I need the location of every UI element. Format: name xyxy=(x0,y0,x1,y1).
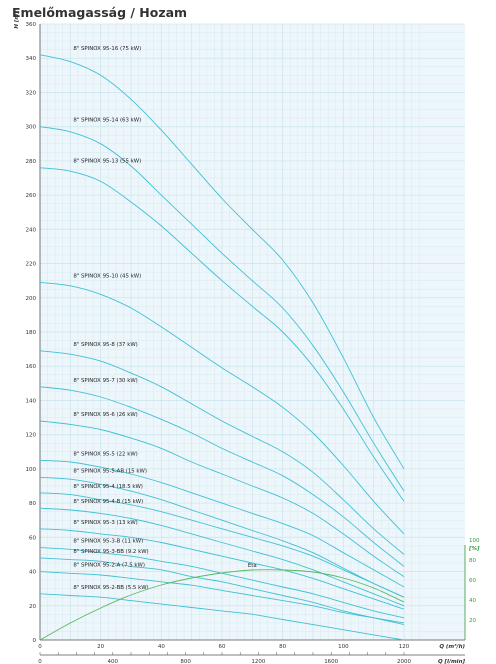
x-tick-label-top: 20 xyxy=(97,644,104,650)
series-line xyxy=(39,557,405,626)
efficiency-line xyxy=(39,569,405,641)
series-line xyxy=(39,350,405,555)
series-label: 8" SPINOX 95-4 (18.5 kW) xyxy=(73,484,143,490)
series-line xyxy=(39,54,405,470)
x-axis-label-top: Q (m³/h) xyxy=(439,643,465,650)
y-tick-label: 80 xyxy=(29,501,36,507)
series-label: 8" SPINOX 95-2-BB (5.5 kW) xyxy=(73,585,148,591)
x-tick-label-bottom: 1600 xyxy=(324,659,338,664)
x-tick-label-bottom: 1200 xyxy=(251,659,265,664)
series-line xyxy=(39,281,405,535)
y-tick-label: 280 xyxy=(26,159,37,165)
y-tick-label: 220 xyxy=(26,262,37,268)
y2-tick-label: 20 xyxy=(469,618,476,624)
x-tick-label-bottom: 400 xyxy=(108,659,119,664)
series-label: 8" SPINOX 95-14 (63 kW) xyxy=(73,118,141,124)
y2-axis-label: [%] xyxy=(468,546,480,552)
series-label: 8" SPINOX 95-16 (75 kW) xyxy=(73,46,141,52)
series-line xyxy=(39,476,405,598)
series-label: 8" SPINOX 95-5-AB (15 kW) xyxy=(73,468,147,474)
y-tick-label: 240 xyxy=(26,227,37,233)
series-label: 8" SPINOX 95-13 (55 kW) xyxy=(73,159,141,165)
y2-tick-label: 40 xyxy=(469,598,476,604)
x-tick-label-top: 0 xyxy=(38,644,42,650)
series-line xyxy=(39,126,405,492)
y2-tick-label: 80 xyxy=(469,558,476,564)
y-tick-label: 300 xyxy=(26,125,37,131)
y-tick-label: 20 xyxy=(29,604,36,610)
y2-tick-label: 100 xyxy=(469,538,480,544)
series-line xyxy=(39,507,405,607)
y2-tick-label: 60 xyxy=(469,578,476,584)
y-tick-label: 0 xyxy=(33,638,37,644)
y-tick-label: 320 xyxy=(26,90,37,96)
series-line xyxy=(39,459,405,588)
y-tick-label: 40 xyxy=(29,570,36,576)
series-label: 8" SPINOX 95-7 (30 kW) xyxy=(73,378,137,384)
series-label: 8" SPINOX 95-10 (45 kW) xyxy=(73,273,141,279)
series-line xyxy=(39,528,405,610)
x-tick-label-bottom: 0 xyxy=(38,659,42,664)
y-tick-label: 200 xyxy=(26,296,37,302)
x-tick-label-top: 120 xyxy=(399,644,410,650)
x-tick-label-top: 80 xyxy=(279,644,286,650)
series-line xyxy=(39,386,405,567)
y-tick-label: 260 xyxy=(26,193,37,199)
series-label: 8" SPINOX 95-3-B (11 kW) xyxy=(73,539,143,545)
series-label: 8" SPINOX 95-5 (22 kW) xyxy=(73,451,137,457)
x-tick-label-bottom: 2000 xyxy=(397,659,411,664)
y-tick-label: 180 xyxy=(26,330,37,336)
series-label: 8" SPINOX 95-3 (13 kW) xyxy=(73,520,137,526)
y-tick-label: 160 xyxy=(26,364,37,370)
x-tick-label-top: 40 xyxy=(158,644,165,650)
y-tick-label: 140 xyxy=(26,398,37,404)
series-label: 8" SPINOX 95-6 (26 kW) xyxy=(73,412,137,418)
y-tick-label: 100 xyxy=(26,467,37,473)
series-line xyxy=(39,167,405,502)
series-line xyxy=(39,593,405,641)
y-tick-label: 60 xyxy=(29,535,36,541)
y-tick-label: 120 xyxy=(26,433,37,439)
series-line xyxy=(39,420,405,578)
efficiency-label: Eta xyxy=(248,563,257,569)
y-axis-label: H [m] xyxy=(14,11,20,29)
y-tick-label: 360 xyxy=(26,22,37,28)
x-tick-label-top: 60 xyxy=(219,644,226,650)
x-axis-label-bottom: Q [l/min] xyxy=(438,659,466,664)
series-label: 8" SPINOX 95-3-BB (9.2 kW) xyxy=(73,549,148,555)
series-label: 8" SPINOX 95-8 (37 kW) xyxy=(73,342,137,348)
series-label: 8" SPINOX 95-2-A (7.5 kW) xyxy=(73,563,145,569)
chart-title: Emelőmagasság / Hozam xyxy=(12,5,188,20)
x-tick-label-bottom: 800 xyxy=(180,659,191,664)
x-tick-label-top: 100 xyxy=(338,644,349,650)
series-label: 8" SPINOX 95-4-B (15 kW) xyxy=(73,499,143,505)
series-line xyxy=(39,492,405,598)
y-tick-label: 340 xyxy=(26,56,37,62)
series-line xyxy=(39,571,405,624)
